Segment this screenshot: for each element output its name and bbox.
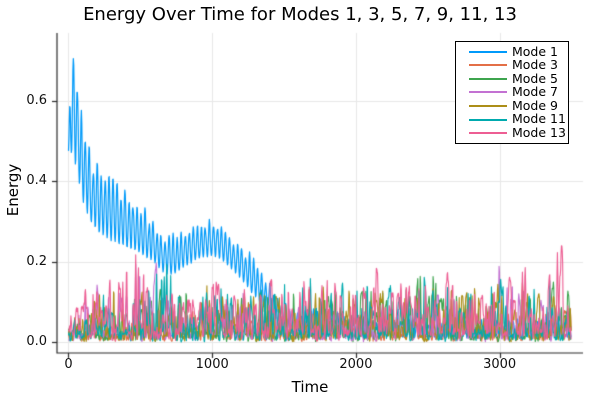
chart-title: Energy Over Time for Modes 1, 3, 5, 7, 9…	[83, 4, 517, 25]
y-tick-label: 0.2	[26, 253, 47, 269]
legend-label: Mode 11	[512, 111, 566, 127]
x-tick-label: 0	[64, 357, 73, 372]
legend-item: Mode 13	[469, 124, 566, 140]
legend-line-icon	[469, 64, 507, 67]
legend-label: Mode 3	[512, 57, 558, 73]
legend-item: Mode 7	[469, 86, 566, 98]
legend-line-icon	[469, 91, 507, 94]
y-tick-label: 0.0	[26, 334, 47, 350]
y-tick-label: 0.6	[26, 92, 47, 108]
legend-line-icon	[469, 105, 507, 108]
x-axis-label: Time	[291, 378, 329, 396]
legend-line-icon	[469, 50, 507, 53]
legend-item: Mode 1	[469, 43, 566, 59]
x-tick-label: 2000	[339, 357, 373, 372]
legend-line-icon	[469, 77, 507, 80]
x-tick-label: 1000	[195, 357, 229, 372]
legend: Mode 1 Mode 3 Mode 5 Mode 7 Mode 9 Mode 11 Mod…	[455, 41, 569, 144]
x-tick-label: 3000	[483, 357, 517, 372]
legend-item: Mode 5	[469, 70, 566, 86]
y-tick-label: 0.4	[26, 173, 47, 189]
legend-line-icon	[469, 118, 507, 121]
legend-label: Mode 7	[512, 84, 558, 100]
legend-label: Mode 1	[512, 43, 558, 59]
y-axis-label: Energy	[4, 163, 22, 217]
legend-label: Mode 9	[512, 97, 558, 113]
legend-item: Mode 9	[469, 97, 566, 113]
legend-label: Mode 5	[512, 70, 558, 86]
legend-label: Mode 13	[512, 124, 566, 140]
legend-item: Mode 11	[469, 111, 566, 127]
legend-item: Mode 3	[469, 59, 566, 71]
legend-line-icon	[469, 132, 507, 135]
